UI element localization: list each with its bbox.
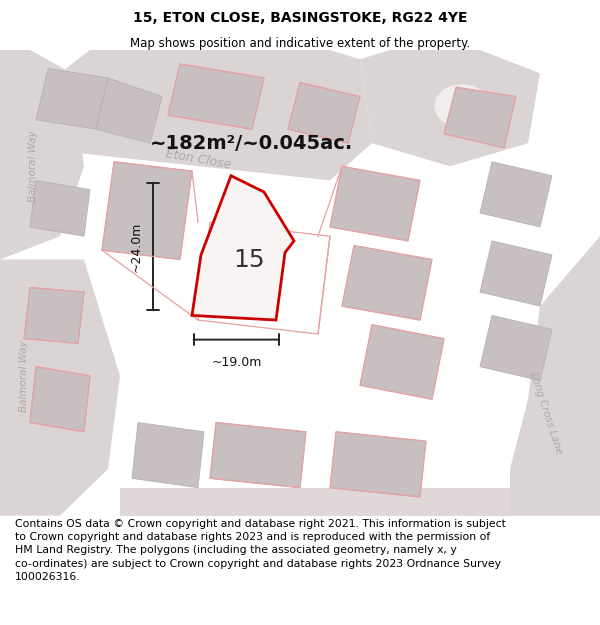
Polygon shape [24,288,84,343]
Polygon shape [360,50,540,166]
Polygon shape [288,82,360,143]
Text: ~19.0m: ~19.0m [211,356,262,369]
Text: ~24.0m: ~24.0m [129,221,142,272]
Text: ~182m²/~0.045ac.: ~182m²/~0.045ac. [151,134,353,152]
Polygon shape [30,181,90,236]
Polygon shape [480,316,552,381]
Polygon shape [60,50,372,181]
Text: 15: 15 [233,248,265,271]
Circle shape [414,69,510,143]
Polygon shape [0,259,120,516]
Polygon shape [210,422,306,488]
Polygon shape [342,246,432,320]
Text: Balmoral Way: Balmoral Way [19,340,29,412]
Text: 15, ETON CLOSE, BASINGSTOKE, RG22 4YE: 15, ETON CLOSE, BASINGSTOKE, RG22 4YE [133,11,467,25]
Polygon shape [330,432,426,497]
Polygon shape [0,50,84,259]
Text: Map shows position and indicative extent of the property.: Map shows position and indicative extent… [130,38,470,51]
Text: Balmoral Way: Balmoral Way [28,131,38,202]
Text: Eton Close: Eton Close [164,148,232,172]
Polygon shape [330,166,420,241]
Polygon shape [30,367,90,432]
Polygon shape [120,488,510,516]
Polygon shape [480,241,552,306]
Polygon shape [96,78,162,143]
Polygon shape [444,88,516,148]
Polygon shape [192,176,294,320]
Text: Long Cross Lane: Long Cross Lane [528,371,564,456]
Polygon shape [102,162,192,259]
Polygon shape [360,325,444,399]
Polygon shape [168,64,264,129]
Polygon shape [510,236,600,516]
Polygon shape [132,422,204,488]
Polygon shape [36,69,108,129]
Circle shape [435,85,489,127]
Text: Contains OS data © Crown copyright and database right 2021. This information is : Contains OS data © Crown copyright and d… [15,519,506,582]
Polygon shape [480,162,552,227]
